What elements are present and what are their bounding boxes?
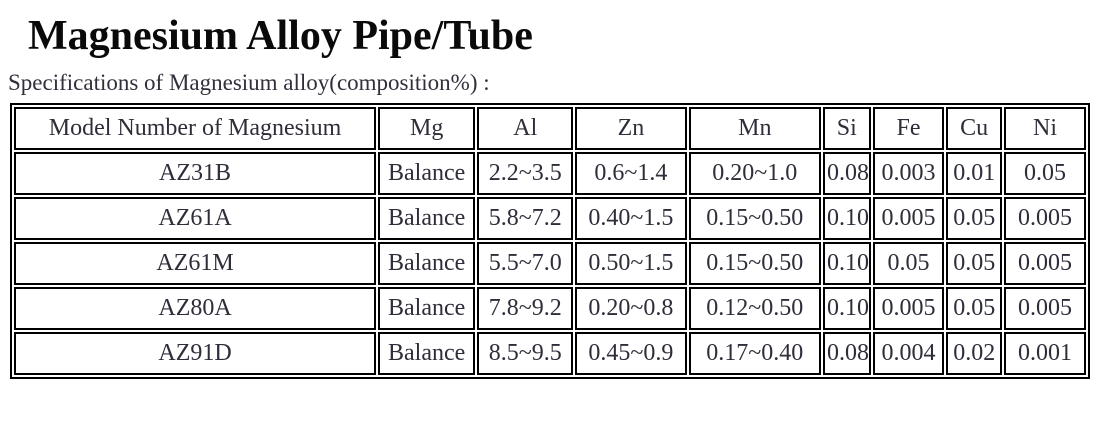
column-header: Si xyxy=(823,107,871,151)
model-number-cell: AZ80A xyxy=(14,287,377,331)
table-row: AZ31B Balance 2.2~3.5 0.6~1.4 0.20~1.0 0.08 0.… xyxy=(14,152,1086,196)
composition-value-cell: 0.05 xyxy=(1004,152,1086,196)
composition-value-cell: 0.01 xyxy=(946,152,1002,196)
composition-value-cell: 0.005 xyxy=(1004,242,1086,286)
header-row: Model Number of Magnesium Mg Al Zn Mn Si Fe Cu N… xyxy=(14,107,1086,151)
composition-value-cell: 5.5~7.0 xyxy=(477,242,574,286)
composition-value-cell: Balance xyxy=(378,152,476,196)
composition-value-cell: 0.05 xyxy=(946,287,1002,331)
composition-value-cell: Balance xyxy=(378,332,476,376)
composition-value-cell: Balance xyxy=(378,242,476,286)
composition-value-cell: 0.08 xyxy=(823,152,871,196)
composition-value-cell: 0.10 xyxy=(823,197,871,241)
model-number-cell: AZ61A xyxy=(14,197,377,241)
composition-value-cell: 8.5~9.5 xyxy=(477,332,574,376)
column-header: Zn xyxy=(575,107,687,151)
composition-value-cell: 0.45~0.9 xyxy=(575,332,687,376)
composition-value-cell: 0.12~0.50 xyxy=(688,287,822,331)
composition-value-cell: 0.005 xyxy=(1004,197,1086,241)
composition-value-cell: 0.05 xyxy=(872,242,945,286)
composition-value-cell: 0.005 xyxy=(1004,287,1086,331)
page-title: Magnesium Alloy Pipe/Tube xyxy=(28,13,533,59)
composition-value-cell: 0.05 xyxy=(946,197,1002,241)
composition-value-cell: 0.20~1.0 xyxy=(688,152,822,196)
composition-value-cell: 0.005 xyxy=(872,197,945,241)
composition-value-cell: 0.003 xyxy=(872,152,945,196)
composition-value-cell: 5.8~7.2 xyxy=(477,197,574,241)
model-number-cell: AZ61M xyxy=(14,242,377,286)
table-row: AZ61M Balance 5.5~7.0 0.50~1.5 0.15~0.50 0.10… xyxy=(14,242,1086,286)
composition-value-cell: 0.004 xyxy=(872,332,945,376)
composition-value-cell: 0.40~1.5 xyxy=(575,197,687,241)
composition-value-cell: 0.001 xyxy=(1004,332,1086,376)
composition-value-cell: 0.6~1.4 xyxy=(575,152,687,196)
table-row: AZ80A Balance 7.8~9.2 0.20~0.8 0.12~0.50 0.10… xyxy=(14,287,1086,331)
table-row: AZ61A Balance 5.8~7.2 0.40~1.5 0.15~0.50 0.10… xyxy=(14,197,1086,241)
composition-value-cell: 7.8~9.2 xyxy=(477,287,574,331)
composition-value-cell: Balance xyxy=(378,287,476,331)
composition-value-cell: 0.02 xyxy=(946,332,1002,376)
page: Magnesium Alloy Pipe/Tube Specifications… xyxy=(0,12,1101,425)
composition-value-cell: 0.15~0.50 xyxy=(688,197,822,241)
composition-value-cell: 0.10 xyxy=(823,287,871,331)
composition-value-cell: 0.10 xyxy=(823,242,871,286)
column-header: Mn xyxy=(688,107,822,151)
composition-value-cell: Balance xyxy=(378,197,476,241)
column-header: Al xyxy=(477,107,574,151)
table-row: AZ91D Balance 8.5~9.5 0.45~0.9 0.17~0.40 0.08… xyxy=(14,332,1086,376)
composition-value-cell: 0.50~1.5 xyxy=(575,242,687,286)
column-header: Ni xyxy=(1004,107,1086,151)
table-caption: Specifications of Magnesium alloy(compos… xyxy=(8,70,490,96)
composition-value-cell: 0.20~0.8 xyxy=(575,287,687,331)
composition-value-cell: 2.2~3.5 xyxy=(477,152,574,196)
magnesium-spec-table: Model Number of Magnesium Mg Al Zn Mn Si Fe Cu N… xyxy=(10,103,1090,380)
composition-value-cell: 0.17~0.40 xyxy=(688,332,822,376)
model-number-cell: AZ91D xyxy=(14,332,377,376)
column-header: Model Number of Magnesium xyxy=(14,107,377,151)
column-header: Cu xyxy=(946,107,1002,151)
composition-value-cell: 0.08 xyxy=(823,332,871,376)
composition-value-cell: 0.15~0.50 xyxy=(688,242,822,286)
column-header: Fe xyxy=(872,107,945,151)
model-number-cell: AZ31B xyxy=(14,152,377,196)
composition-value-cell: 0.005 xyxy=(872,287,945,331)
composition-value-cell: 0.05 xyxy=(946,242,1002,286)
column-header: Mg xyxy=(378,107,476,151)
